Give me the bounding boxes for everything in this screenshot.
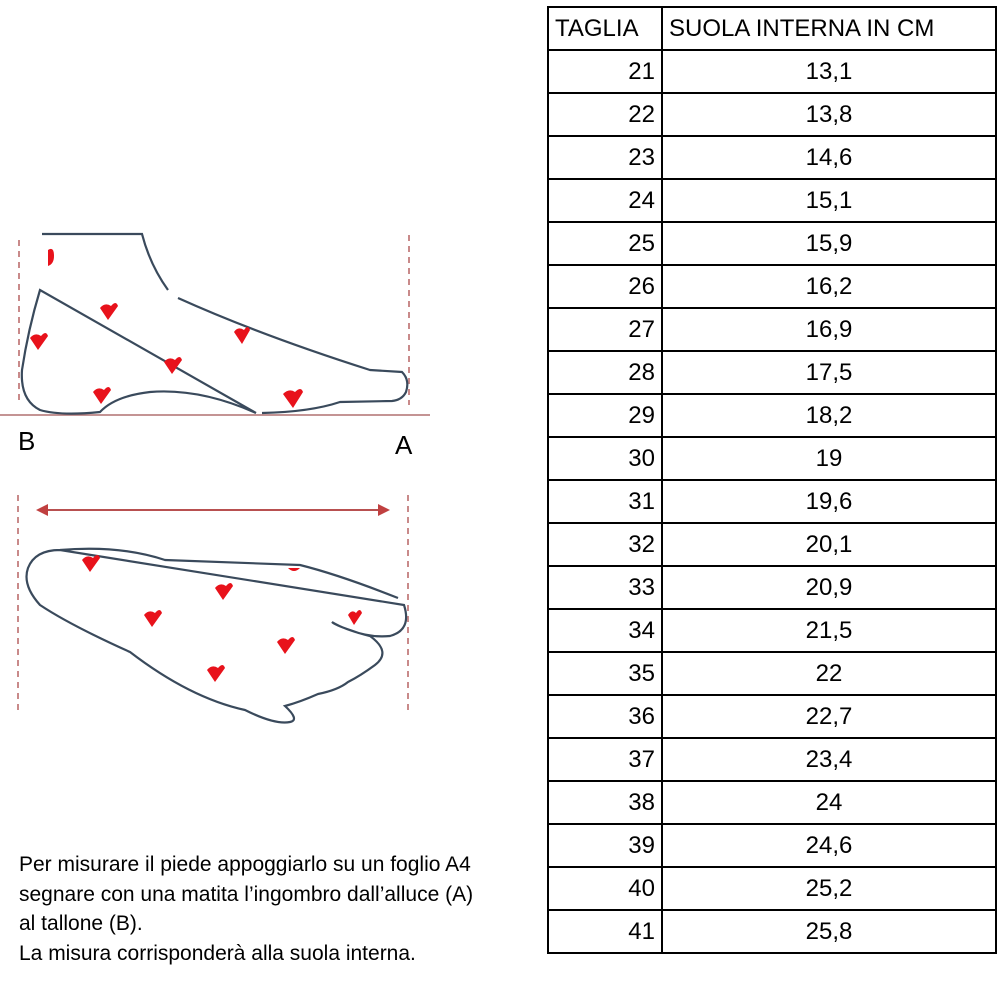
table-row: 41 25,8 [547, 909, 997, 954]
size-cell: 41 [547, 909, 663, 954]
table-row: 24 15,1 [547, 178, 997, 223]
heart-icon [288, 568, 300, 571]
heart-icon [207, 665, 225, 682]
table-row: 33 20,9 [547, 565, 997, 610]
instruction-line: al tallone (B). [19, 912, 143, 935]
insole-length-cell: 16,9 [661, 307, 997, 352]
size-cell: 35 [547, 651, 663, 696]
table-row: 37 23,4 [547, 737, 997, 782]
table-row: 22 13,8 [547, 92, 997, 137]
size-cell: 40 [547, 866, 663, 911]
insole-length-cell: 16,2 [661, 264, 997, 309]
insole-length-cell: 24 [661, 780, 997, 825]
arrow-right-head [378, 504, 390, 516]
size-cell: 24 [547, 178, 663, 223]
size-cell: 36 [547, 694, 663, 739]
side-view-foot-outline [20, 232, 409, 415]
insole-length-cell: 17,5 [661, 350, 997, 395]
heel-label-b: B [18, 426, 36, 456]
size-cell: 30 [547, 436, 663, 481]
heart-icon [348, 610, 362, 625]
table-row: 29 18,2 [547, 393, 997, 438]
heart-icon [283, 389, 303, 408]
size-cell: 23 [547, 135, 663, 180]
instruction-line: Per misurare il piede appoggiarlo su un … [19, 853, 471, 876]
table-row: 23 14,6 [547, 135, 997, 180]
size-cell: 37 [547, 737, 663, 782]
size-cell: 32 [547, 522, 663, 567]
size-chart-table: TAGLIA SUOLA INTERNA IN CM 21 13,1 22 13,8 2… [547, 6, 997, 954]
size-cell: 28 [547, 350, 663, 395]
heart-icon [93, 387, 111, 404]
header-size: TAGLIA [547, 6, 663, 51]
table-header-row: TAGLIA SUOLA INTERNA IN CM [547, 6, 997, 51]
size-cell: 29 [547, 393, 663, 438]
insole-length-cell: 25,2 [661, 866, 997, 911]
insole-length-cell: 20,9 [661, 565, 997, 610]
size-cell: 25 [547, 221, 663, 266]
table-row: 25 15,9 [547, 221, 997, 266]
table-row: 35 22 [547, 651, 997, 696]
instruction-line: La misura corrisponderà alla suola inter… [19, 941, 416, 965]
size-cell: 26 [547, 264, 663, 309]
heart-icon [277, 637, 295, 654]
heart-icon [234, 327, 250, 344]
foot-measurement-diagram [0, 232, 430, 724]
insole-length-cell: 21,5 [661, 608, 997, 653]
table-row: 39 24,6 [547, 823, 997, 868]
size-cell: 33 [547, 565, 663, 610]
table-row: 30 19 [547, 436, 997, 481]
table-row: 28 17,5 [547, 350, 997, 395]
table-row: 38 24 [547, 780, 997, 825]
heart-icon [215, 583, 233, 600]
insole-length-cell: 13,8 [661, 92, 997, 137]
insole-length-cell: 25,8 [661, 909, 997, 954]
heart-icon [164, 357, 182, 374]
heart-icon [144, 610, 162, 627]
table-row: 34 21,5 [547, 608, 997, 653]
instruction-line: segnare con una matita l’ingombro dall’a… [19, 882, 474, 906]
size-cell: 22 [547, 92, 663, 137]
insole-length-cell: 14,6 [661, 135, 997, 180]
size-cell: 27 [547, 307, 663, 352]
heart-pattern [30, 248, 362, 682]
insole-length-cell: 15,1 [661, 178, 997, 223]
measuring-instructions: Per misurare il piede appoggiarlo su un … [19, 850, 473, 968]
heart-icon [48, 248, 54, 266]
size-cell: 34 [547, 608, 663, 653]
table-row: 21 13,1 [547, 49, 997, 94]
insole-length-cell: 20,1 [661, 522, 997, 567]
table-row: 32 20,1 [547, 522, 997, 567]
insole-length-cell: 13,1 [661, 49, 997, 94]
table-row: 31 19,6 [547, 479, 997, 524]
header-insole-cm: SUOLA INTERNA IN CM [661, 6, 997, 51]
table-row: 26 16,2 [547, 264, 997, 309]
insole-length-cell: 23,4 [661, 737, 997, 782]
insole-length-cell: 19 [661, 436, 997, 481]
arrow-left-head [36, 504, 48, 516]
insole-length-cell: 19,6 [661, 479, 997, 524]
heart-icon [100, 303, 118, 320]
insole-length-cell: 22,7 [661, 694, 997, 739]
top-view-foot-outline [25, 547, 408, 724]
insole-length-cell: 24,6 [661, 823, 997, 868]
heart-icon [82, 555, 100, 572]
insole-length-cell: 22 [661, 651, 997, 696]
table-row: 40 25,2 [547, 866, 997, 911]
size-cell: 21 [547, 49, 663, 94]
size-cell: 31 [547, 479, 663, 524]
heart-icon [30, 333, 48, 350]
table-row: 27 16,9 [547, 307, 997, 352]
table-row: 36 22,7 [547, 694, 997, 739]
size-cell: 39 [547, 823, 663, 868]
size-cell: 38 [547, 780, 663, 825]
insole-length-cell: 18,2 [661, 393, 997, 438]
insole-length-cell: 15,9 [661, 221, 997, 266]
toe-label-a: A [395, 430, 413, 460]
